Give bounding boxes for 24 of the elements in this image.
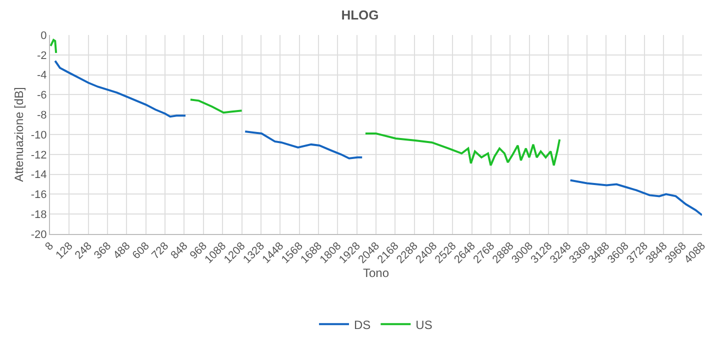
y-tick-label: -16 (30, 189, 47, 202)
y-tick-label: 0 (40, 30, 47, 42)
x-axis-title: Tono (362, 266, 390, 280)
x-tick-label: 728 (150, 240, 172, 262)
y-tick-label: -8 (37, 109, 47, 122)
y-tick-label: -18 (30, 208, 47, 221)
x-tick-label: 8 (43, 240, 56, 254)
x-tick-label: 848 (168, 240, 190, 262)
x-tick-label: 248 (72, 240, 94, 262)
y-tick-label: -20 (30, 228, 47, 241)
y-tick-label: -4 (37, 70, 47, 82)
chart-title: HLOG (341, 8, 379, 23)
legend-label: US (416, 318, 432, 332)
y-tick-label: -12 (30, 149, 47, 162)
y-tick-label: -14 (30, 169, 47, 182)
x-tick-label: 368 (92, 240, 114, 262)
y-tick-label: -6 (37, 90, 47, 102)
y-tick-label: -10 (30, 129, 47, 142)
x-tick-label: 488 (111, 240, 133, 262)
x-tick-label: 128 (54, 240, 76, 262)
y-tick-label: -2 (37, 50, 47, 62)
legend-label: DS (354, 318, 371, 332)
y-axis-title: Attenuazione [dB] (12, 87, 26, 182)
x-tick-label: 608 (130, 240, 152, 262)
